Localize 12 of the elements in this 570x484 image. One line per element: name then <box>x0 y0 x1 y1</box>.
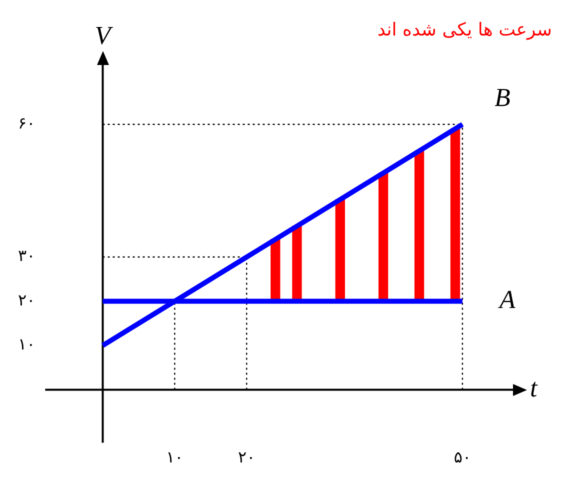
text: سرعت ها یکی شده اند <box>377 20 552 41</box>
y-tick-label: ۱۰ <box>18 334 36 354</box>
y-tick-label: ۲۰ <box>18 290 36 310</box>
x-tick-label: ۲۰ <box>238 448 256 467</box>
y-tick-label: ۳۰ <box>18 246 36 266</box>
x-tick-label: ۵۰ <box>454 448 472 467</box>
x-tick-label: ۱۰ <box>166 448 184 467</box>
x-axis-title: t <box>530 374 538 403</box>
y-tick-label: ۶۰ <box>18 114 36 132</box>
y-axis-title: V <box>94 20 114 50</box>
series-label: B <box>494 83 510 112</box>
series-label: A <box>498 285 516 314</box>
